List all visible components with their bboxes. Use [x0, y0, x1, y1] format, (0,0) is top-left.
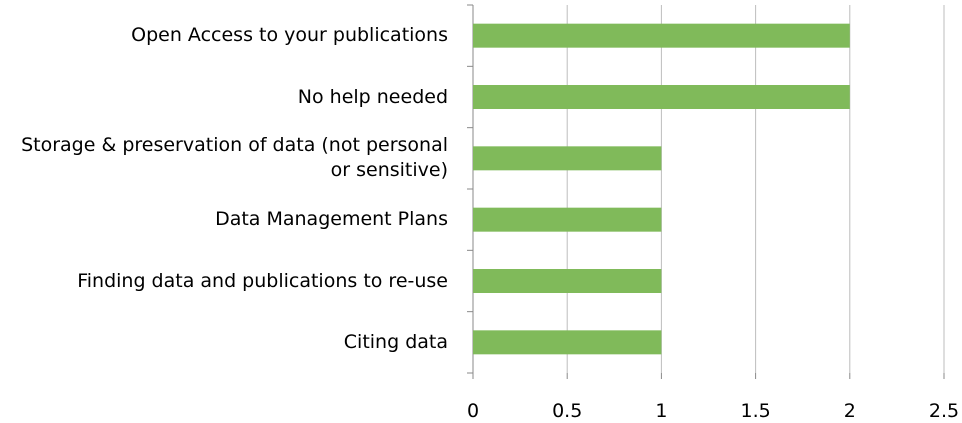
x-tick-label: 1	[655, 400, 667, 422]
bar	[473, 330, 662, 355]
y-tick-label: Data Management Plans	[215, 208, 448, 231]
y-tick-label: Open Access to your publications	[131, 24, 448, 47]
x-tick-label: 0	[467, 400, 479, 422]
x-tick-label: 0.5	[552, 400, 582, 422]
x-tick-label: 2.5	[929, 400, 959, 422]
bar	[473, 207, 662, 232]
bar	[473, 85, 850, 109]
bar	[473, 269, 662, 293]
y-tick-label: Finding data and publications to re-use	[77, 269, 448, 292]
y-tick-label: Citing data	[343, 330, 448, 353]
y-tick-label: Storage & preservation of data (not pers…	[21, 134, 448, 182]
bar	[473, 23, 850, 48]
y-tick-label: No help needed	[297, 85, 448, 108]
bar	[473, 146, 662, 171]
x-tick-label: 2	[844, 400, 856, 422]
x-tick-label: 1.5	[740, 400, 770, 422]
